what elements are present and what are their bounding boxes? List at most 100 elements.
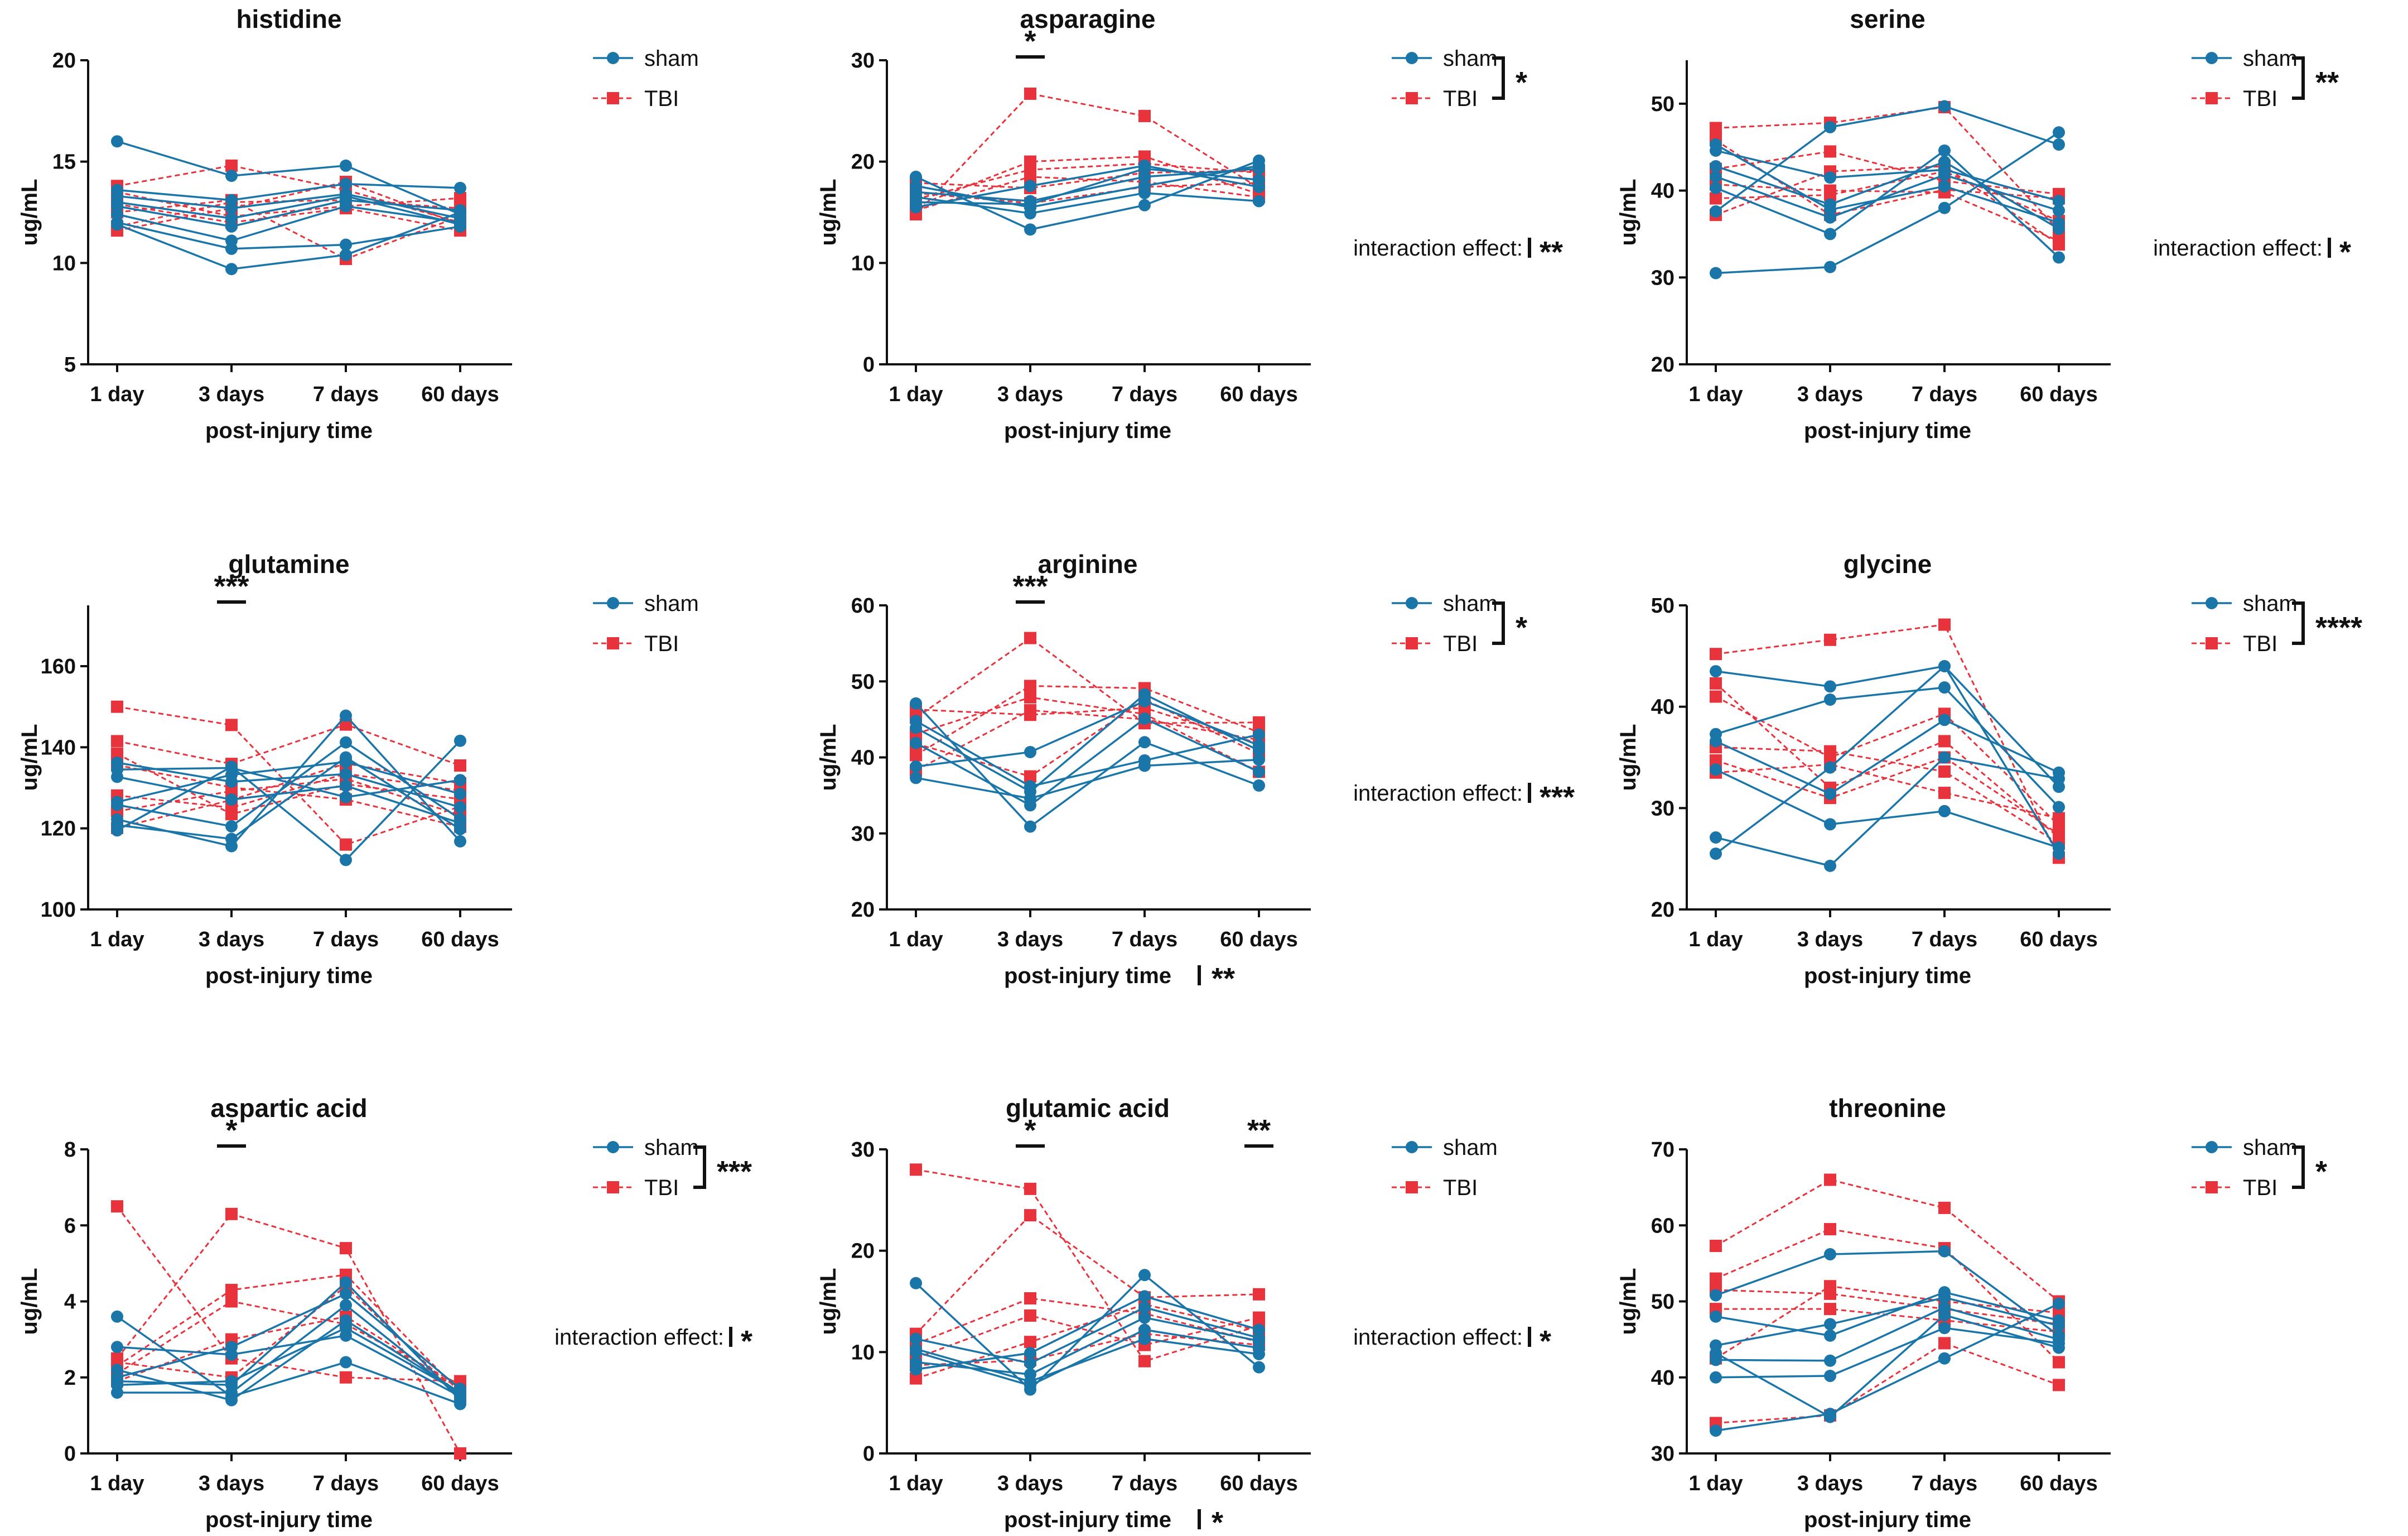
sham-series-line <box>1715 756 2059 867</box>
tbi-series-line <box>1715 763 2059 819</box>
x-tick-label: 1 day <box>1688 1472 1743 1495</box>
sham-data-point <box>1824 121 1836 133</box>
sham-data-point <box>340 791 352 803</box>
sham-series-line <box>1715 1314 2059 1418</box>
y-tick-label: 20 <box>851 1240 875 1263</box>
point-sig-stars: * <box>1024 1114 1036 1147</box>
sham-data-point <box>1710 1310 1722 1323</box>
y-tick-label: 50 <box>1651 93 1674 116</box>
legend-sig-stars: **** <box>2315 611 2362 644</box>
y-tick-label: 0 <box>863 353 875 377</box>
tbi-series-line <box>915 1297 1260 1345</box>
sham-series-line <box>117 182 461 201</box>
x-tick-label: 1 day <box>90 383 144 406</box>
sham-data-point <box>1138 199 1151 211</box>
sham-data-point <box>1710 205 1722 218</box>
tbi-series-line <box>1715 1342 2059 1424</box>
sham-data-point <box>111 196 123 209</box>
y-tick-label: 0 <box>64 1442 76 1466</box>
tbi-series-line <box>1715 139 2059 216</box>
sham-data-point <box>2053 1329 2065 1342</box>
sham-series-line <box>1715 143 2059 224</box>
sham-data-point <box>225 820 238 833</box>
sham-data-point <box>1824 1354 1836 1367</box>
sham-series-line <box>117 1334 461 1398</box>
x-tick-label: 60 days <box>421 383 499 406</box>
x-tick-label: 3 days <box>199 1472 264 1495</box>
sham-data-point <box>1938 681 1951 694</box>
sham-data-point <box>340 751 352 764</box>
sham-series-line <box>117 193 461 220</box>
sham-data-point <box>1253 1361 1265 1374</box>
tbi-series-line <box>1715 1285 2059 1359</box>
sham-data-point <box>1710 181 1722 194</box>
x-tick-label: 7 days <box>1912 1472 1977 1495</box>
tbi-series-line <box>1715 623 2060 859</box>
sham-data-point <box>1253 195 1265 208</box>
legend-sig-bracket <box>2292 601 2305 645</box>
tbi-data-point <box>910 749 922 762</box>
sham-data-point <box>2053 195 2065 208</box>
tbi-series-line <box>1715 1289 2059 1325</box>
panel-title: histidine <box>236 4 341 33</box>
sham-data-point <box>1710 1424 1722 1437</box>
x-tick-label: 7 days <box>313 383 379 406</box>
sham-data-point <box>1938 751 1951 764</box>
tbi-series-line <box>1715 1178 2059 1302</box>
sham-data-point <box>1938 1286 1951 1299</box>
sham-data-point <box>225 170 238 182</box>
sham-data-point <box>2053 1341 2065 1354</box>
y-tick-label: 30 <box>851 822 875 846</box>
sham-data-point <box>225 776 238 788</box>
tbi-data-point <box>1024 632 1036 644</box>
x-tick-label: 60 days <box>1220 1472 1297 1495</box>
y-axis-label: ug/mL <box>17 179 42 246</box>
x-tick-label: 7 days <box>1912 928 1977 951</box>
sham-data-point <box>1938 1352 1951 1365</box>
sham-series-line <box>117 741 461 827</box>
sham-data-point <box>1138 159 1151 172</box>
tbi-series-line <box>117 181 461 232</box>
sham-data-point <box>111 1310 123 1323</box>
sham-data-point <box>1024 792 1036 805</box>
tbi-data-point <box>1938 787 1951 800</box>
point-sig-stars: *** <box>214 570 249 603</box>
tbi-data-point <box>910 1372 922 1385</box>
sham-series-line <box>915 165 1260 209</box>
x-tick-label: 60 days <box>2020 1472 2097 1495</box>
sham-data-point <box>1938 144 1951 157</box>
sham-data-point <box>910 201 922 214</box>
sham-data-point <box>225 1386 238 1399</box>
tbi-data-point <box>454 192 466 205</box>
sham-data-point <box>225 263 238 276</box>
tbi-data-point <box>1024 1209 1036 1222</box>
sham-data-point <box>454 787 466 800</box>
y-tick-label: 30 <box>1651 1442 1674 1466</box>
sham-data-point <box>1710 763 1722 776</box>
sham-series-line <box>117 762 461 808</box>
sham-data-point <box>1824 228 1836 240</box>
sham-data-point <box>225 242 238 255</box>
time-sig-stars: ** <box>1212 962 1235 995</box>
sham-data-point <box>340 248 352 261</box>
y-tick-label: 30 <box>1651 797 1674 820</box>
sham-data-point <box>340 1276 352 1289</box>
legend-tbi-label: TBI <box>1443 632 1478 656</box>
sham-series-line <box>117 740 461 861</box>
tbi-data-point <box>910 1163 922 1176</box>
y-tick-label: 40 <box>851 747 875 770</box>
sham-data-point <box>111 756 123 769</box>
sham-data-point <box>1824 787 1836 800</box>
legend-sig-stars: * <box>2315 1155 2327 1188</box>
sham-data-point <box>2053 1297 2065 1310</box>
x-tick-label: 3 days <box>997 1472 1063 1495</box>
tbi-series-line <box>1715 746 2059 845</box>
sham-data-point <box>340 238 352 251</box>
panel-title: asparagine <box>1020 4 1156 33</box>
y-tick-label: 40 <box>1651 1366 1674 1390</box>
sham-series-line <box>915 702 1260 828</box>
sham-data-point <box>910 1332 922 1345</box>
sham-series-line <box>915 1273 1260 1391</box>
tbi-data-point <box>2053 1356 2065 1369</box>
sham-data-point <box>111 218 123 231</box>
